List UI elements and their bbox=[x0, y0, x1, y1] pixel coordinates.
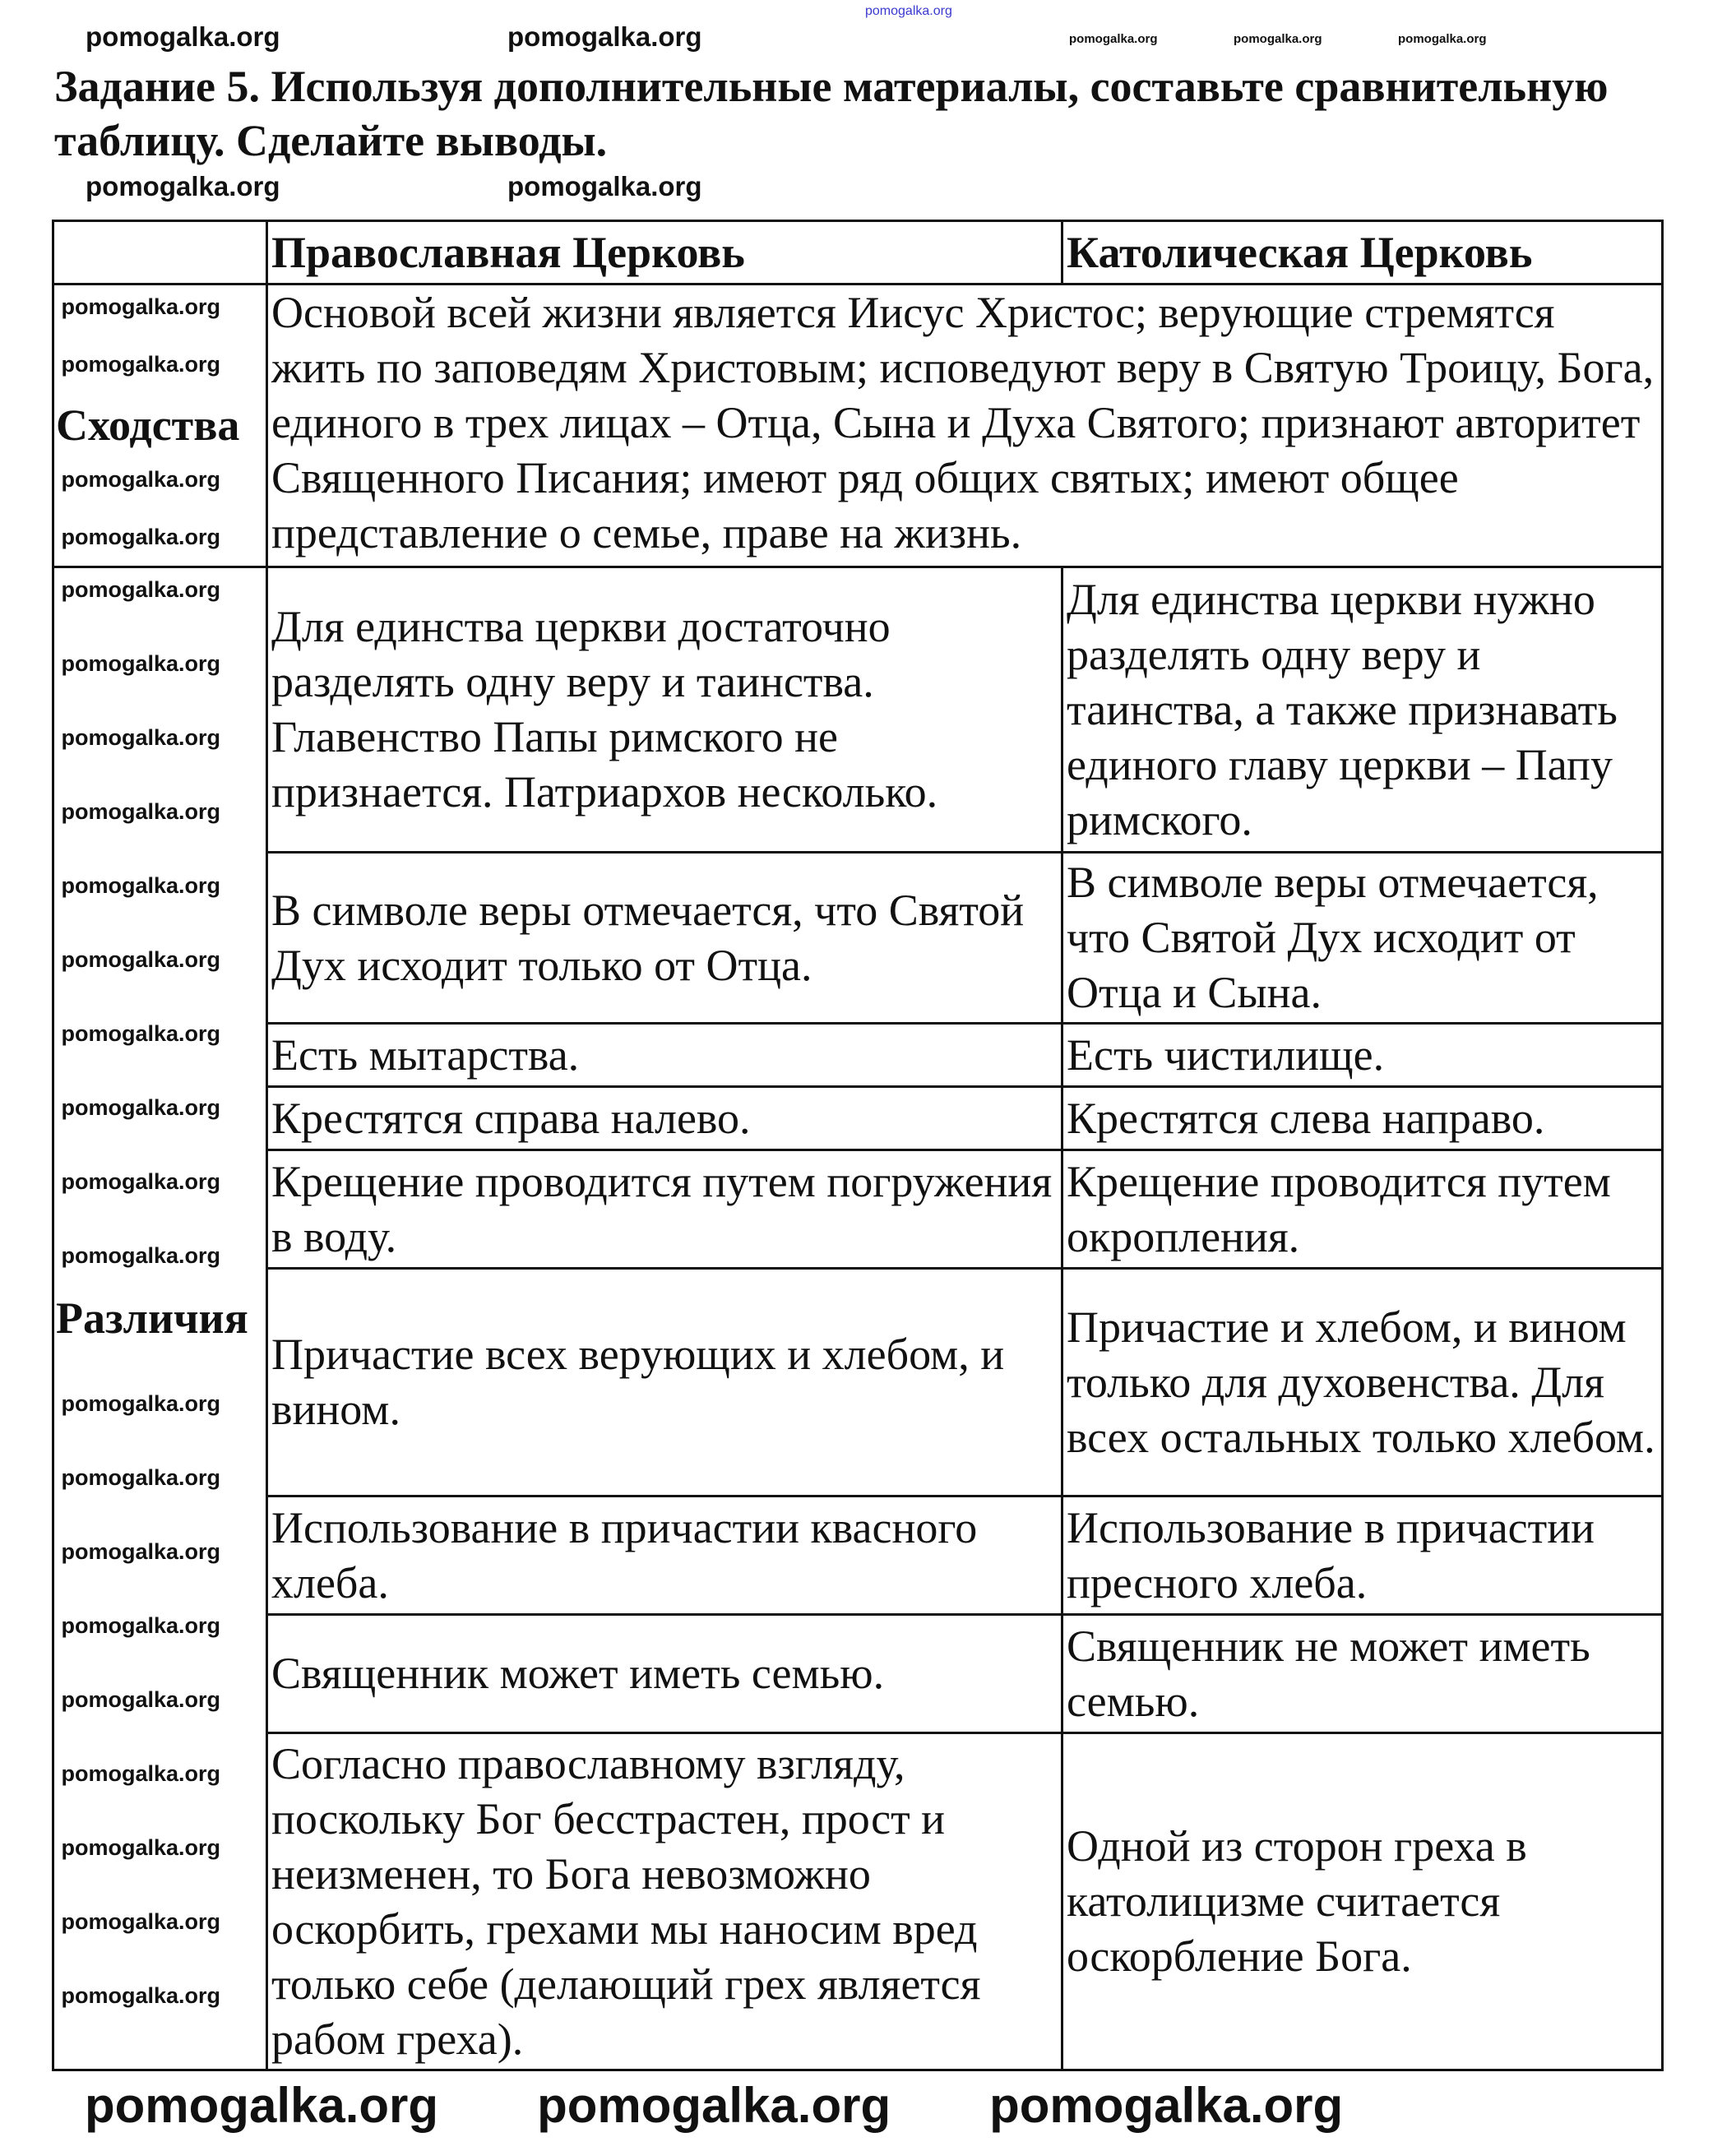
difference-orthodox: Крещение проводится путем погружения в в… bbox=[266, 1149, 1063, 1270]
watermark: pomogalka.org bbox=[61, 1612, 221, 1638]
difference-row: Есть мытарства. Есть чистилище. bbox=[53, 1022, 1664, 1088]
watermark: pomogalka.org bbox=[61, 1242, 221, 1268]
difference-catholic: Использование в причастии пресного хлеба… bbox=[1061, 1495, 1664, 1616]
watermark: pomogalka.org bbox=[86, 21, 280, 52]
watermark: pomogalka.org bbox=[1398, 32, 1487, 46]
task-title: Задание 5. Используя дополнительные мате… bbox=[54, 62, 1609, 165]
header-empty bbox=[52, 220, 268, 285]
watermark: pomogalka.org bbox=[61, 1760, 221, 1786]
watermark: pomogalka.org bbox=[85, 2078, 439, 2133]
watermark: pomogalka.org bbox=[61, 576, 221, 602]
watermark: pomogalka.org bbox=[61, 1390, 221, 1416]
watermark: pomogalka.org bbox=[61, 1168, 221, 1194]
watermark: pomogalka.org bbox=[61, 351, 221, 377]
difference-orthodox: Согласно православному взгляду, поскольк… bbox=[266, 1732, 1063, 2071]
difference-orthodox: Крестятся справа налево. bbox=[266, 1085, 1063, 1151]
difference-row: В символе веры отмечается, что Святой Ду… bbox=[53, 851, 1664, 1025]
header-orthodox: Православная Церковь bbox=[266, 220, 1063, 285]
difference-orthodox: Для единства церкви достаточно разделять… bbox=[266, 566, 1063, 853]
difference-catholic: В символе веры отмечается, что Святой Ду… bbox=[1061, 851, 1664, 1025]
watermark: pomogalka.org bbox=[989, 2078, 1344, 2133]
difference-orthodox: Есть мытарства. bbox=[266, 1022, 1063, 1088]
watermark: pomogalka.org bbox=[865, 4, 952, 18]
table-wrapper: Православная Церковь Католическая Церков… bbox=[52, 220, 1664, 2130]
difference-row: Священник может иметь семью. Священник не… bbox=[53, 1613, 1664, 1734]
difference-catholic: Крестятся слева направо. bbox=[1061, 1085, 1664, 1151]
watermark: pomogalka.org bbox=[86, 171, 280, 201]
difference-row: Крестятся справа налево. Крестятся слева … bbox=[53, 1085, 1664, 1151]
watermark: pomogalka.org bbox=[61, 466, 221, 492]
similarities-label-cell: Сходства bbox=[52, 283, 268, 568]
difference-catholic: Есть чистилище. bbox=[1061, 1022, 1664, 1088]
watermark: pomogalka.org bbox=[61, 294, 221, 319]
watermark: pomogalka.org bbox=[61, 1686, 221, 1712]
difference-row: Причастие всех верующих и хлебом, и вино… bbox=[53, 1267, 1664, 1497]
watermark: pomogalka.org bbox=[61, 1908, 221, 1934]
difference-row: Использование в причастии квасного хлеба… bbox=[53, 1495, 1664, 1616]
watermark: pomogalka.org bbox=[61, 524, 221, 549]
watermark: pomogalka.org bbox=[507, 21, 702, 52]
difference-orthodox: Священник может иметь семью. bbox=[266, 1613, 1063, 1734]
watermark: pomogalka.org bbox=[61, 946, 221, 972]
difference-orthodox: Причастие всех верующих и хлебом, и вино… bbox=[266, 1267, 1063, 1497]
similarities-label: Сходства bbox=[56, 400, 240, 450]
watermark: pomogalka.org bbox=[507, 171, 702, 201]
differences-label-cell: Различия bbox=[52, 566, 268, 2071]
difference-catholic: Причастие и хлебом, и вином только для д… bbox=[1061, 1267, 1664, 1497]
difference-row: Согласно православному взгляду, поскольк… bbox=[53, 1732, 1664, 2071]
comparison-table: Православная Церковь Католическая Церков… bbox=[52, 220, 1664, 2071]
header-row: Православная Церковь Католическая Церков… bbox=[52, 220, 1664, 285]
watermark: pomogalka.org bbox=[1234, 32, 1322, 46]
difference-catholic: Крещение проводится путем окропления. bbox=[1061, 1149, 1664, 1270]
differences-label: Различия bbox=[56, 1293, 248, 1343]
difference-orthodox: В символе веры отмечается, что Святой Ду… bbox=[266, 851, 1063, 1025]
difference-catholic: Священник не может иметь семью. bbox=[1061, 1613, 1664, 1734]
difference-row: Различия Для единства церкви достаточно р… bbox=[52, 566, 1664, 2071]
watermark: pomogalka.org bbox=[61, 1464, 221, 1490]
difference-catholic: Одной из сторон греха в католицизме счит… bbox=[1061, 1732, 1664, 2071]
watermark: pomogalka.org bbox=[61, 1020, 221, 1046]
watermark: pomogalka.org bbox=[61, 798, 221, 824]
header-catholic: Католическая Церковь bbox=[1061, 220, 1664, 285]
difference-row: Крещение проводится путем погружения в в… bbox=[53, 1149, 1664, 1270]
watermark: pomogalka.org bbox=[61, 1538, 221, 1564]
watermark: pomogalka.org bbox=[61, 650, 221, 676]
watermark: pomogalka.org bbox=[61, 1094, 221, 1120]
watermark: pomogalka.org bbox=[1069, 32, 1158, 46]
bottom-watermarks: pomogalka.org pomogalka.org pomogalka.org bbox=[52, 2071, 1664, 2130]
similarities-text: Основой всей жизни является Иисус Христо… bbox=[266, 283, 1664, 568]
watermark: pomogalka.org bbox=[61, 1982, 221, 2008]
difference-orthodox: Использование в причастии квасного хлеба… bbox=[266, 1495, 1063, 1616]
difference-catholic: Для единства церкви нужно разделять одну… bbox=[1061, 566, 1664, 853]
watermark: pomogalka.org bbox=[61, 872, 221, 898]
watermark: pomogalka.org bbox=[61, 724, 221, 750]
similarities-row: Сходства Основой всей жизни является Иис… bbox=[52, 283, 1664, 568]
watermark: pomogalka.org bbox=[537, 2078, 891, 2133]
watermark: pomogalka.org bbox=[61, 1834, 221, 1860]
